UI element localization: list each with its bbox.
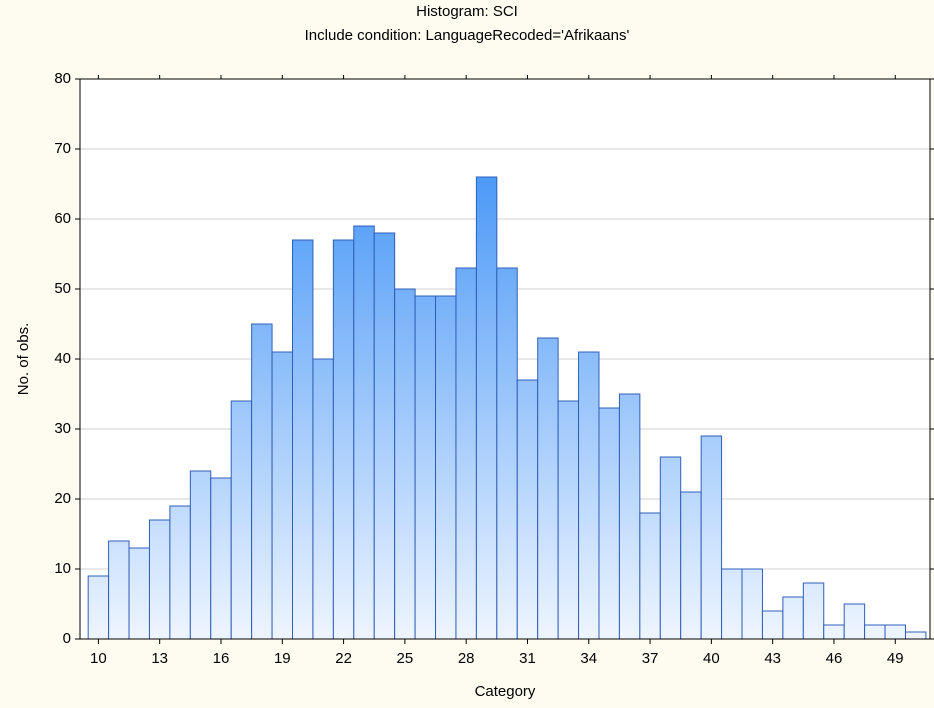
bar xyxy=(761,610,784,640)
y-tick-label: 0 xyxy=(63,630,71,647)
y-tick-label: 60 xyxy=(54,210,71,227)
x-tick-label: 40 xyxy=(703,650,720,667)
bar xyxy=(475,176,498,640)
bar xyxy=(169,505,191,640)
bar xyxy=(496,267,518,640)
y-tick-label: 70 xyxy=(54,140,71,157)
bar xyxy=(189,470,212,640)
bar xyxy=(435,295,457,640)
y-tick-label: 80 xyxy=(54,70,71,87)
bar xyxy=(455,267,477,640)
bar xyxy=(373,232,396,640)
bar xyxy=(721,568,743,640)
x-tick-label: 37 xyxy=(642,650,659,667)
bar xyxy=(680,491,702,640)
x-tick-label: 25 xyxy=(397,650,414,667)
bar xyxy=(312,358,334,640)
y-tick-label: 20 xyxy=(54,490,71,507)
y-tick-label: 30 xyxy=(54,420,71,437)
bar xyxy=(700,435,723,640)
bar xyxy=(802,582,825,640)
bar xyxy=(557,400,580,640)
chart-title: Histogram: SCI xyxy=(416,3,518,20)
x-tick-label: 13 xyxy=(151,650,168,667)
bar xyxy=(741,568,763,640)
bar xyxy=(210,477,232,640)
bar xyxy=(394,288,416,640)
bar xyxy=(251,323,273,640)
bar xyxy=(843,603,866,640)
x-axis-label: Category xyxy=(475,683,536,700)
bar xyxy=(230,400,253,640)
x-tick-label: 28 xyxy=(458,650,475,667)
bar xyxy=(516,379,539,640)
chart-subtitle: Include condition: LanguageRecoded='Afri… xyxy=(305,27,630,44)
bars xyxy=(87,176,927,640)
x-tick-label: 16 xyxy=(213,650,230,667)
bar xyxy=(823,624,845,640)
y-tick-label: 40 xyxy=(54,350,71,367)
bar xyxy=(292,239,314,640)
bar xyxy=(148,519,171,640)
bar xyxy=(332,239,355,640)
y-tick-label: 50 xyxy=(54,280,71,297)
x-tick-label: 43 xyxy=(764,650,781,667)
bar xyxy=(578,351,600,640)
ticks: 0 10 20 30 40 50 60 70 80 10 13 16 19 22 25 28 31 34 37 40 4… xyxy=(54,70,934,667)
bar xyxy=(598,407,620,640)
bar xyxy=(87,575,110,640)
y-axis-label: No. of obs. xyxy=(15,323,32,396)
bar xyxy=(537,337,559,640)
x-tick-label: 19 xyxy=(274,650,291,667)
bar xyxy=(884,624,906,640)
bar xyxy=(271,351,294,640)
bar xyxy=(128,547,150,640)
x-tick-label: 49 xyxy=(887,650,904,667)
x-tick-label: 46 xyxy=(826,650,843,667)
x-tick-label: 22 xyxy=(335,650,352,667)
bar xyxy=(864,624,886,640)
bar xyxy=(618,393,641,640)
bar xyxy=(659,456,682,640)
bar xyxy=(904,631,927,640)
bar xyxy=(414,295,437,640)
x-tick-label: 10 xyxy=(90,650,107,667)
bar xyxy=(639,512,661,640)
y-tick-label: 10 xyxy=(54,560,71,577)
bar xyxy=(782,596,804,640)
bar xyxy=(353,225,375,640)
bar xyxy=(108,540,130,640)
x-tick-label: 31 xyxy=(519,650,536,667)
x-tick-label: 34 xyxy=(580,650,597,667)
